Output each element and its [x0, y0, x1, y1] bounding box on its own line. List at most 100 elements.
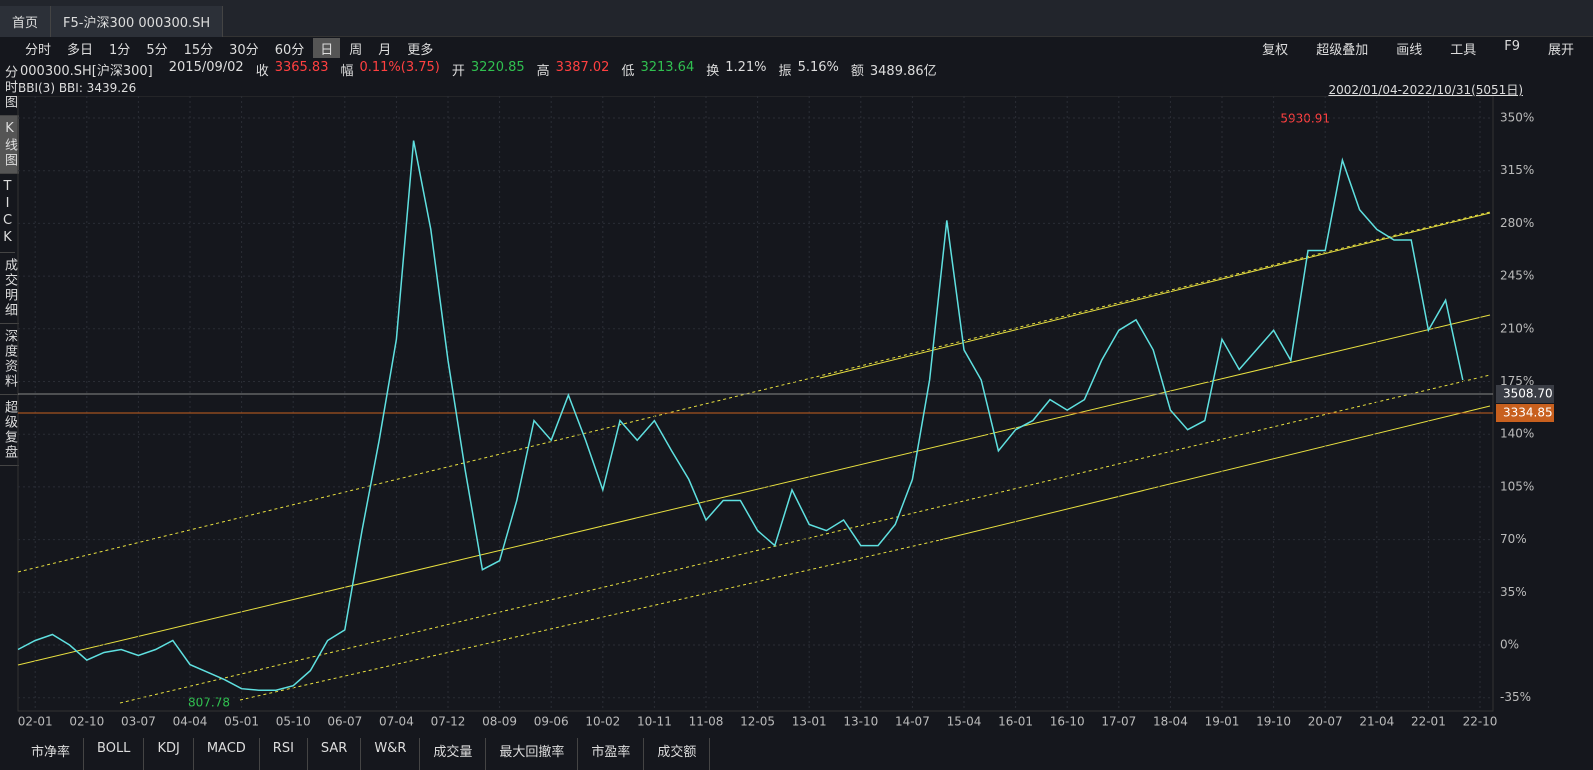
- max-annotation: 5930.91: [1280, 112, 1330, 126]
- date-range[interactable]: 2002/01/04-2022/10/31(5051日): [1328, 83, 1523, 97]
- field-label: 振: [778, 64, 792, 79]
- x-tick-label: 20-07: [1308, 715, 1343, 729]
- period-button[interactable]: 30分: [229, 43, 259, 58]
- indicator-tab[interactable]: 成交额: [644, 738, 711, 770]
- side-tab[interactable]: 深度资料: [0, 324, 19, 395]
- x-tick-label: 07-04: [379, 715, 414, 729]
- y-tick-label: 175%: [1500, 374, 1534, 388]
- y-tick-label: 140%: [1500, 427, 1534, 441]
- field-value: 5.16%: [797, 60, 839, 75]
- channel-line: [17, 314, 1491, 666]
- x-tick-label: 13-01: [792, 715, 827, 729]
- field-label: 额: [850, 64, 864, 79]
- indicator: BBI(3) BBI: 3439.26: [18, 81, 137, 95]
- field-value: 1.21%: [725, 60, 767, 75]
- y-tick-label: 280%: [1500, 216, 1534, 230]
- tool-bar: 复权 超级叠加 画线 工具 F9 展开: [1255, 38, 1581, 59]
- indicator-tab[interactable]: W&R: [361, 738, 421, 770]
- x-tick-label: 16-10: [1050, 715, 1085, 729]
- field-value: 3365.83: [274, 60, 329, 75]
- price-tag: [1496, 404, 1554, 422]
- x-tick-label: 07-12: [431, 715, 466, 729]
- indicator-tab[interactable]: 市净率: [18, 738, 85, 770]
- price-line-series: [17, 140, 1464, 691]
- tool-button[interactable]: 画线: [1396, 43, 1423, 58]
- period-button[interactable]: 分时: [25, 43, 52, 58]
- indicator-tab[interactable]: MACD: [194, 738, 260, 770]
- x-tick-label: 02-10: [69, 715, 104, 729]
- y-tick-label: -35%: [1500, 690, 1531, 704]
- indicator-tabs: 市净率 BOLL KDJ MACD RSI SAR W&R 成交量 最大回撤率 市盈率 成交额: [18, 738, 711, 770]
- tool-button[interactable]: 展开: [1547, 43, 1574, 58]
- x-tick-label: 14-07: [895, 715, 930, 729]
- x-tick-label: 22-10: [1463, 715, 1498, 729]
- period-button[interactable]: 60分: [274, 43, 305, 58]
- plot-frame: [17, 96, 1494, 712]
- y-tick-label: 210%: [1500, 321, 1534, 335]
- side-tab[interactable]: 分时图: [0, 60, 19, 116]
- period-button[interactable]: 周: [349, 43, 363, 58]
- indicator-tab[interactable]: 成交量: [420, 738, 487, 770]
- field-label: 幅: [340, 64, 354, 79]
- indicator-tab[interactable]: RSI: [260, 738, 308, 770]
- side-tab[interactable]: 成交明细: [0, 253, 19, 324]
- y-tick-label: 350%: [1500, 111, 1534, 125]
- x-tick-label: 05-10: [276, 715, 311, 729]
- y-tick-label: 35%: [1500, 585, 1527, 599]
- top-bar: 首页 F5-沪深300 000300.SH: [0, 0, 1593, 37]
- tool-button[interactable]: 工具: [1450, 43, 1477, 58]
- period-button[interactable]: 1分: [109, 43, 131, 58]
- x-tick-label: 16-01: [998, 715, 1033, 729]
- indicator-tab[interactable]: 最大回撤率: [486, 738, 579, 770]
- side-tab[interactable]: TICK: [0, 174, 15, 253]
- tab[interactable]: F5-沪深300 000300.SH: [51, 6, 224, 37]
- chart: 5930.91 807.78 -35% 0% 35% 70% 105% 140% 175% 2…: [17, 96, 1554, 729]
- field-label: 高: [536, 64, 550, 79]
- tool-button[interactable]: 超级叠加: [1316, 43, 1369, 58]
- x-tick-label: 19-01: [1205, 715, 1240, 729]
- price-label: 3508.70: [1503, 387, 1553, 401]
- tool-button[interactable]: F9: [1504, 39, 1520, 54]
- period-button[interactable]: 5分: [146, 43, 168, 58]
- period-button[interactable]: 月: [378, 43, 392, 58]
- indicator-tab[interactable]: BOLL: [84, 738, 145, 770]
- tab[interactable]: 首页: [0, 6, 52, 37]
- period-button[interactable]: 多日: [67, 43, 94, 58]
- side-tab[interactable]: 超级复盘: [0, 395, 19, 466]
- channel-line: [939, 405, 1491, 541]
- x-tick-label: 22-01: [1411, 715, 1446, 729]
- y-tick-label: 0%: [1500, 638, 1519, 652]
- field-label: 低: [621, 64, 635, 79]
- x-tick-label: 08-09: [482, 715, 517, 729]
- side-tab[interactable]: K线图: [0, 116, 19, 174]
- field-label: 开: [451, 64, 465, 79]
- y-tick-label: 245%: [1500, 269, 1534, 283]
- x-tick-label: 21-04: [1359, 715, 1394, 729]
- indicator-tab[interactable]: KDJ: [144, 738, 194, 770]
- y-tick-label: 105%: [1500, 479, 1534, 493]
- y-tick-label: 70%: [1500, 532, 1527, 546]
- field-value: 3489.86亿: [869, 64, 937, 79]
- price-tag: [1496, 385, 1554, 403]
- field-label: 收: [255, 64, 269, 79]
- tool-button[interactable]: 复权: [1262, 43, 1289, 58]
- period-button[interactable]: 日: [313, 38, 341, 58]
- x-tick-label: 18-04: [1153, 715, 1188, 729]
- x-tick-label: 09-06: [534, 715, 569, 729]
- x-tick-label: 12-05: [740, 715, 775, 729]
- y-tick-label: 315%: [1500, 163, 1534, 177]
- x-tick-label: 03-07: [121, 715, 156, 729]
- channel-line: [17, 211, 1491, 573]
- field-value: 3213.64: [640, 60, 695, 75]
- x-tick-label: 06-07: [327, 715, 362, 729]
- period-bar: 分时 多日 1分 5分 15分 30分 60分日周月更多: [18, 38, 440, 58]
- channel-line: [119, 374, 1491, 704]
- period-button[interactable]: 15分: [183, 43, 214, 58]
- x-tick-label: 10-02: [585, 715, 620, 729]
- indicator-tab[interactable]: SAR: [308, 738, 362, 770]
- field-label: 换: [706, 64, 720, 79]
- indicator-tab[interactable]: 市盈率: [578, 738, 645, 770]
- x-tick-label: 13-10: [843, 715, 878, 729]
- period-button[interactable]: 更多: [407, 43, 434, 58]
- quote-row: 000300.SH[沪深300] 2015/09/02 收 3365.83 幅 0.1…: [20, 60, 937, 79]
